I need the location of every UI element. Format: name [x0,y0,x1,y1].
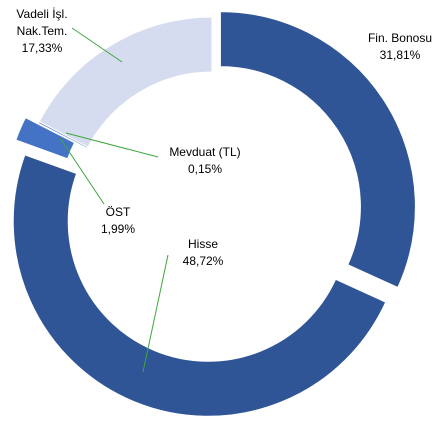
slice-label: ÖST 1,99% [88,204,148,238]
value-label: 1,99% [100,222,136,236]
slice-label: Hisse 48,72% [163,236,243,270]
leader-line [59,137,105,205]
slice [12,154,387,417]
category-name: Mevduat (TL) [169,145,241,159]
category-name: Vadeli İşl. Nak.Tem. [16,7,68,38]
slice [38,16,213,148]
value-label: 17,33% [21,41,63,55]
slice [15,117,76,160]
slice [219,11,416,289]
value-label: 48,72% [182,254,224,268]
slice-label: Mevduat (TL) 0,15% [155,144,255,178]
slice-label: Vadeli İşl. Nak.Tem. 17,33% [7,6,77,57]
category-name: Hisse [187,237,218,251]
slice-label: Fin. Bonosu 31,81% [355,30,439,64]
value-label: 0,15% [187,162,223,176]
leader-line [65,132,159,158]
leader-line [71,27,123,63]
category-name: Fin. Bonosu [367,31,433,45]
category-name: ÖST [105,205,131,219]
value-label: 31,81% [379,48,421,62]
leader-line [142,254,169,373]
